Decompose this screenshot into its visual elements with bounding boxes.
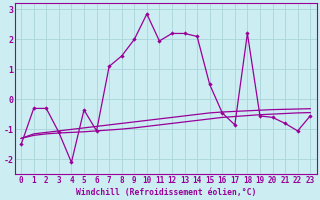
X-axis label: Windchill (Refroidissement éolien,°C): Windchill (Refroidissement éolien,°C) [76,188,256,197]
